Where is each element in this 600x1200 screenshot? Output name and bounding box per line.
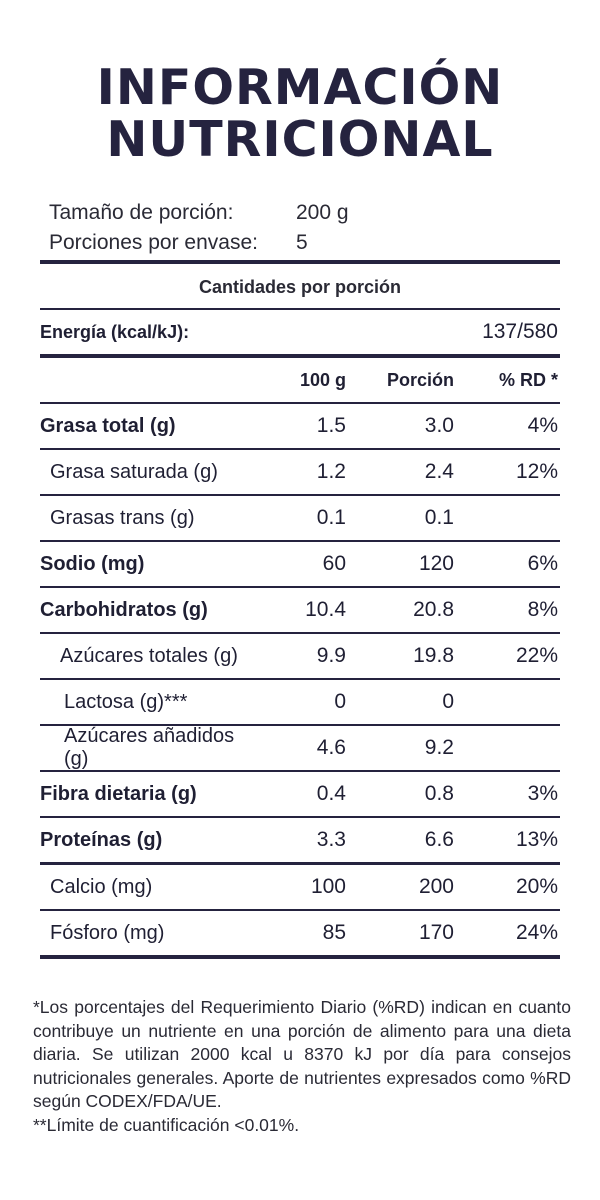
value-per-100g: 1.5 (316, 414, 346, 437)
column-header-per-100g: 100 g (299, 369, 346, 390)
label-title: INFORMACIÓN NUTRICIONAL (0, 62, 600, 166)
nutrient-name: Sodio (mg) (40, 552, 145, 575)
quantification-limit-footnote: **Límite de cuantificación <0.01%. (33, 1114, 300, 1135)
table-row: Grasas trans (g) 0.1 0.1 (40, 496, 560, 540)
value-portion: 200 (418, 875, 454, 898)
value-portion: 0 (442, 690, 454, 713)
column-header-row: 100 g Porción % RD * (40, 358, 560, 402)
column-header-rd: % RD * (498, 369, 558, 390)
nutrient-name: Proteínas (g) (40, 828, 163, 851)
value-portion: 9.2 (424, 736, 454, 759)
title-line-1: INFORMACIÓN (96, 59, 504, 116)
value-rd: 22% (515, 644, 558, 667)
value-per-100g: 0 (334, 690, 346, 713)
nutrient-name: Fósforo (mg) (50, 921, 165, 944)
value-per-100g: 60 (322, 552, 346, 575)
value-portion: 3.0 (424, 414, 454, 437)
value-rd: 6% (527, 552, 558, 575)
value-portion: 2.4 (424, 460, 454, 483)
servings-per-container-row: Porciones por envase: 5 (49, 228, 559, 258)
divider (40, 862, 560, 865)
nutrient-name: Grasa total (g) (40, 414, 176, 437)
nutrient-name: Azúcares totales (g) (60, 644, 238, 667)
table-row: Azúcares añadidos (g) 4.6 9.2 (40, 725, 560, 770)
table-row: Lactosa (g)*** 0 0 (40, 680, 560, 724)
value-rd: 12% (515, 460, 558, 483)
table-row: Grasa saturada (g) 1.2 2.4 12% (40, 450, 560, 494)
value-rd: 13% (515, 828, 558, 851)
divider (40, 402, 560, 404)
energy-label: Energía (kcal/kJ): (40, 321, 190, 342)
value-per-100g: 4.6 (316, 736, 346, 759)
value-per-100g: 1.2 (316, 460, 346, 483)
nutrient-name: Fibra dietaria (g) (40, 782, 197, 805)
value-rd: 20% (515, 875, 558, 898)
energy-row: Energía (kcal/kJ): 137/580 (40, 310, 560, 354)
value-portion: 120 (418, 552, 454, 575)
value-portion: 20.8 (413, 598, 454, 621)
value-rd: 4% (527, 414, 558, 437)
value-per-100g: 3.3 (316, 828, 346, 851)
nutrient-name: Calcio (mg) (50, 875, 153, 898)
amounts-per-serving-heading: Cantidades por porción (198, 277, 402, 297)
table-row: Fibra dietaria (g) 0.4 0.8 3% (40, 772, 560, 816)
table-row: Proteínas (g) 3.3 6.6 13% (40, 818, 560, 862)
divider (40, 955, 560, 959)
divider (40, 260, 560, 264)
value-portion: 6.6 (424, 828, 454, 851)
value-portion: 170 (418, 921, 454, 944)
divider (40, 724, 560, 726)
table-row: Calcio (mg) 100 200 20% (40, 865, 560, 909)
value-per-100g: 9.9 (316, 644, 346, 667)
value-per-100g: 0.4 (316, 782, 346, 805)
divider (40, 354, 560, 358)
divider (40, 632, 560, 634)
table-row: Carbohidratos (g) 10.4 20.8 8% (40, 588, 560, 632)
divider (40, 308, 560, 310)
nutrient-name: Grasa saturada (g) (50, 460, 218, 483)
table-row: Fósforo (mg) 85 170 24% (40, 911, 560, 955)
table-row: Sodio (mg) 60 120 6% (40, 542, 560, 586)
serving-size-label: Tamaño de porción: (49, 201, 234, 224)
serving-size-value: 200 g (296, 201, 349, 224)
nutrient-name: Carbohidratos (g) (40, 598, 208, 621)
divider (40, 678, 560, 680)
energy-value: 137/580 (482, 320, 558, 343)
nutrient-name: Lactosa (g)*** (64, 690, 188, 713)
value-per-100g: 85 (322, 921, 346, 944)
divider (40, 540, 560, 542)
value-portion: 19.8 (413, 644, 454, 667)
divider (40, 494, 560, 496)
servings-per-container-value: 5 (296, 231, 308, 254)
table-row: Azúcares totales (g) 9.9 19.8 22% (40, 634, 560, 678)
serving-size-row: Tamaño de porción: 200 g (49, 198, 559, 228)
value-portion: 0.8 (424, 782, 454, 805)
value-per-100g: 10.4 (305, 598, 346, 621)
nutrition-table: Cantidades por porción Energía (kcal/kJ)… (40, 260, 560, 959)
servings-per-container-label: Porciones por envase: (49, 231, 258, 254)
value-rd: 24% (515, 921, 558, 944)
table-row: Grasa total (g) 1.5 3.0 4% (40, 404, 560, 448)
rd-footnote: *Los porcentajes del Requerimiento Diari… (33, 997, 571, 1111)
value-portion: 0.1 (424, 506, 454, 529)
title-line-2: NUTRICIONAL (106, 111, 494, 168)
column-header-portion: Porción (386, 369, 454, 390)
value-per-100g: 100 (310, 875, 346, 898)
value-rd: 8% (527, 598, 558, 621)
divider (40, 586, 560, 588)
footnotes: *Los porcentajes del Requerimiento Diari… (33, 996, 571, 1137)
nutrient-name: Grasas trans (g) (50, 506, 195, 529)
nutrient-name: Azúcares añadidos (g) (64, 725, 235, 770)
divider (40, 909, 560, 911)
divider (40, 816, 560, 818)
value-rd: 3% (527, 782, 558, 805)
divider (40, 448, 560, 450)
value-per-100g: 0.1 (316, 506, 346, 529)
serving-info: Tamaño de porción: 200 g Porciones por e… (49, 198, 559, 258)
divider (40, 770, 560, 772)
